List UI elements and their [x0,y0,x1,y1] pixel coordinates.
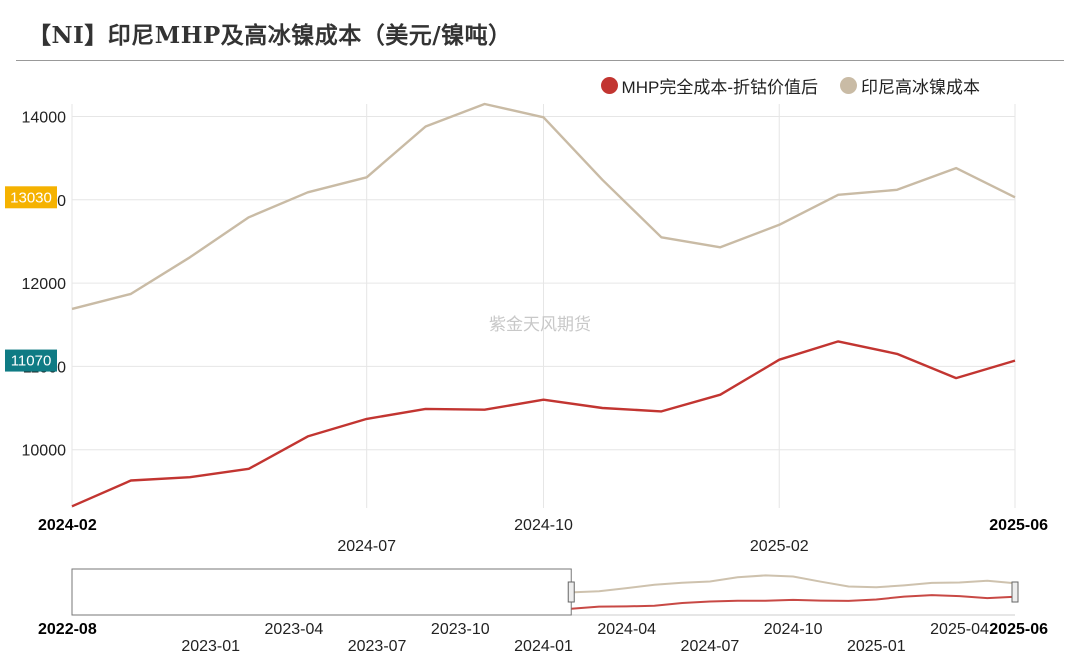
x-axis: 2024-02 2024-07 2024-10 2025-02 2025-06 [38,517,1048,555]
x-tick-label: 2025-02 [750,538,809,555]
range-navigator[interactable]: 2022-08 2023-01 2023-04 2023-07 2023-10 2024-… [38,568,1048,655]
legend-item-mhp[interactable]: MHP完全成本-折钴价值后 [600,73,818,98]
x-tick-label: 2024-10 [514,517,573,534]
navigator-tick-label: 2025-06 [989,621,1048,638]
navigator-series-mhp [571,594,1016,610]
navigator-tick-label: 2023-10 [431,621,490,638]
grid-lines [71,104,1016,508]
last-value-badge [5,186,57,209]
series-line-matte [71,102,1016,311]
title-divider [16,60,1064,61]
navigator-mask [71,568,572,616]
legend-marker-mhp [600,77,618,94]
series-lines [71,102,1016,508]
navigator-handle-right[interactable] [1011,581,1019,603]
x-tick-label: 2024-07 [337,538,396,555]
last-value-badges: 11070 13030 [5,186,57,372]
navigator-tick-label: 2023-07 [348,638,407,655]
y-tick-label: 14000 [22,109,67,126]
navigator-tick-label: 2024-04 [597,621,656,638]
x-tick-label: 2024-02 [38,517,97,534]
navigator-tick-label: 2024-07 [681,638,740,655]
x-tick-label: 2025-06 [989,517,1048,534]
navigator-tick-label: 2025-01 [847,638,906,655]
legend-marker-matte [840,77,857,94]
y-tick-label: 10000 [22,443,67,460]
navigator-series-matte [571,574,1016,594]
y-axis: 1000011000120001300014000 [22,109,67,459]
chart-title: 【NI】印尼MHP及高冰镍成本（美元/镍吨） [28,22,512,49]
navigator-tick-label: 2024-10 [764,621,823,638]
legend: MHP完全成本-折钴价值后 印尼高冰镍成本 [600,73,980,98]
last-value-badge [5,349,57,372]
legend-label-matte: 印尼高冰镍成本 [861,78,980,97]
last-value-label: 13030 [10,189,52,206]
watermark: 紫金天风期货 [489,315,591,335]
last-value-label: 11070 [11,353,52,370]
navigator-tick-label: 2025-04 [930,621,989,638]
navigator-tick-label: 2022-08 [38,621,97,638]
series-line-mhp [71,340,1016,508]
legend-item-matte[interactable]: 印尼高冰镍成本 [840,73,980,98]
navigator-handle-left[interactable] [567,581,575,603]
navigator-tick-label: 2024-01 [514,638,573,655]
navigator-tick-label: 2023-04 [265,621,324,638]
legend-label-mhp: MHP完全成本-折钴价值后 [621,78,818,97]
navigator-tick-label: 2023-01 [181,638,240,655]
y-tick-label: 12000 [22,276,67,293]
